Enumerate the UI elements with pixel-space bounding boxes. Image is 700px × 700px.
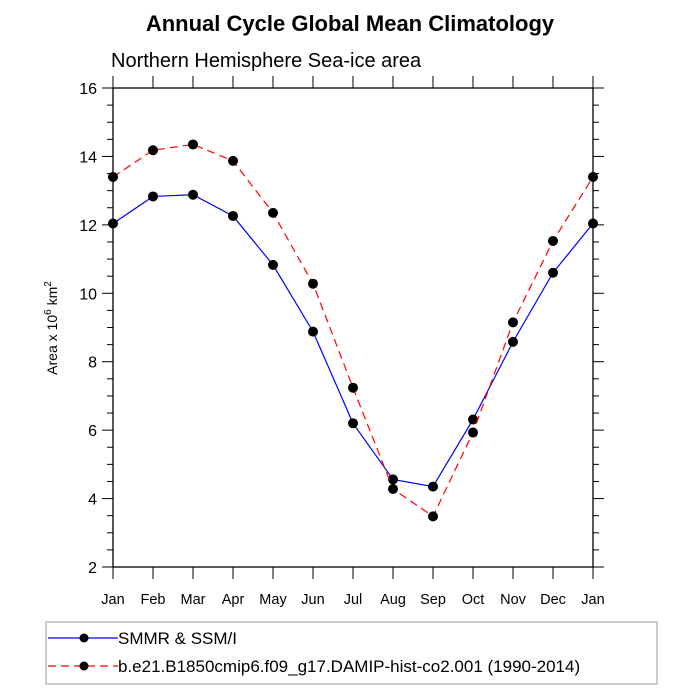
x-tick-label: Dec	[540, 592, 566, 608]
series-1	[108, 189, 598, 492]
y-axis-label-unit: km	[44, 287, 60, 310]
y-axis-label: Area x 106 km2	[43, 281, 60, 375]
x-tick-label: Jan	[101, 592, 124, 608]
y-tick-label: 12	[79, 218, 97, 235]
data-point	[428, 511, 438, 522]
chart-subtitle: Northern Hemisphere Sea-ice area	[111, 50, 422, 72]
x-tick-label: Mar	[181, 592, 206, 608]
legend-box	[45, 621, 658, 685]
y-axis-label-unit-exponent: 2	[43, 281, 54, 287]
x-tick-label: Oct	[462, 592, 485, 608]
legend-item: SMMR & SSM/I	[48, 629, 237, 648]
y-axis: 2 4 6 8 10 12 14 16	[79, 81, 604, 577]
series-line	[112, 194, 594, 488]
legend-marker	[79, 661, 89, 671]
data-point	[148, 145, 158, 156]
y-tick-label: 14	[79, 149, 97, 166]
x-tick-label: Apr	[222, 592, 245, 608]
legend-marker	[79, 633, 89, 643]
y-tick-label: 2	[88, 560, 97, 577]
y-tick-label: 6	[88, 423, 97, 440]
data-point	[308, 278, 318, 289]
x-axis: Jan Feb Mar Apr May Jun Jul Aug Sep Oct Nov Dec Jan	[101, 76, 605, 608]
data-point	[148, 191, 158, 202]
y-tick-label: 4	[88, 492, 97, 509]
y-tick-label: 8	[88, 355, 97, 372]
data-point	[108, 218, 118, 229]
chart-title: Annual Cycle Global Mean Climatology	[146, 11, 555, 36]
y-axis-label-exponent: 6	[43, 309, 54, 315]
legend: SMMR & SSM/I b.e21.B1850cmip6.f09_g17.DAM…	[45, 621, 658, 685]
x-tick-label: Feb	[141, 592, 166, 608]
data-point	[468, 414, 478, 425]
data-point	[268, 207, 278, 218]
data-point	[548, 267, 558, 278]
x-tick-label: Nov	[500, 592, 527, 608]
data-point	[428, 481, 438, 492]
y-tick-label: 10	[79, 286, 97, 303]
data-point	[108, 171, 118, 182]
data-point	[468, 427, 478, 438]
data-point	[348, 382, 358, 393]
data-point	[508, 317, 518, 328]
series-layer	[108, 139, 598, 522]
legend-label: b.e21.B1850cmip6.f09_g17.DAMIP-hist-co2.…	[118, 657, 580, 676]
data-point	[388, 483, 398, 494]
data-point	[188, 189, 198, 200]
x-tick-label: Jan	[581, 592, 604, 608]
x-tick-label: Aug	[380, 592, 406, 608]
y-axis-label-text: Area x 10	[44, 315, 60, 375]
series-line	[112, 143, 594, 518]
data-point	[388, 474, 398, 485]
series-2	[108, 139, 598, 522]
data-point	[188, 139, 198, 150]
data-point	[228, 155, 238, 166]
legend-label: SMMR & SSM/I	[118, 629, 237, 648]
data-point	[348, 418, 358, 429]
data-point	[588, 171, 598, 182]
x-tick-label: May	[259, 592, 287, 608]
data-point	[268, 259, 278, 270]
data-point	[308, 326, 318, 337]
data-point	[228, 210, 238, 221]
legend-item: b.e21.B1850cmip6.f09_g17.DAMIP-hist-co2.…	[48, 657, 580, 676]
data-point	[548, 235, 558, 246]
data-point	[508, 336, 518, 347]
x-tick-label: Sep	[420, 592, 446, 608]
y-tick-label: 16	[79, 81, 97, 98]
data-point	[588, 218, 598, 229]
x-tick-label: Jun	[301, 592, 324, 608]
x-tick-label: Jul	[344, 592, 363, 608]
